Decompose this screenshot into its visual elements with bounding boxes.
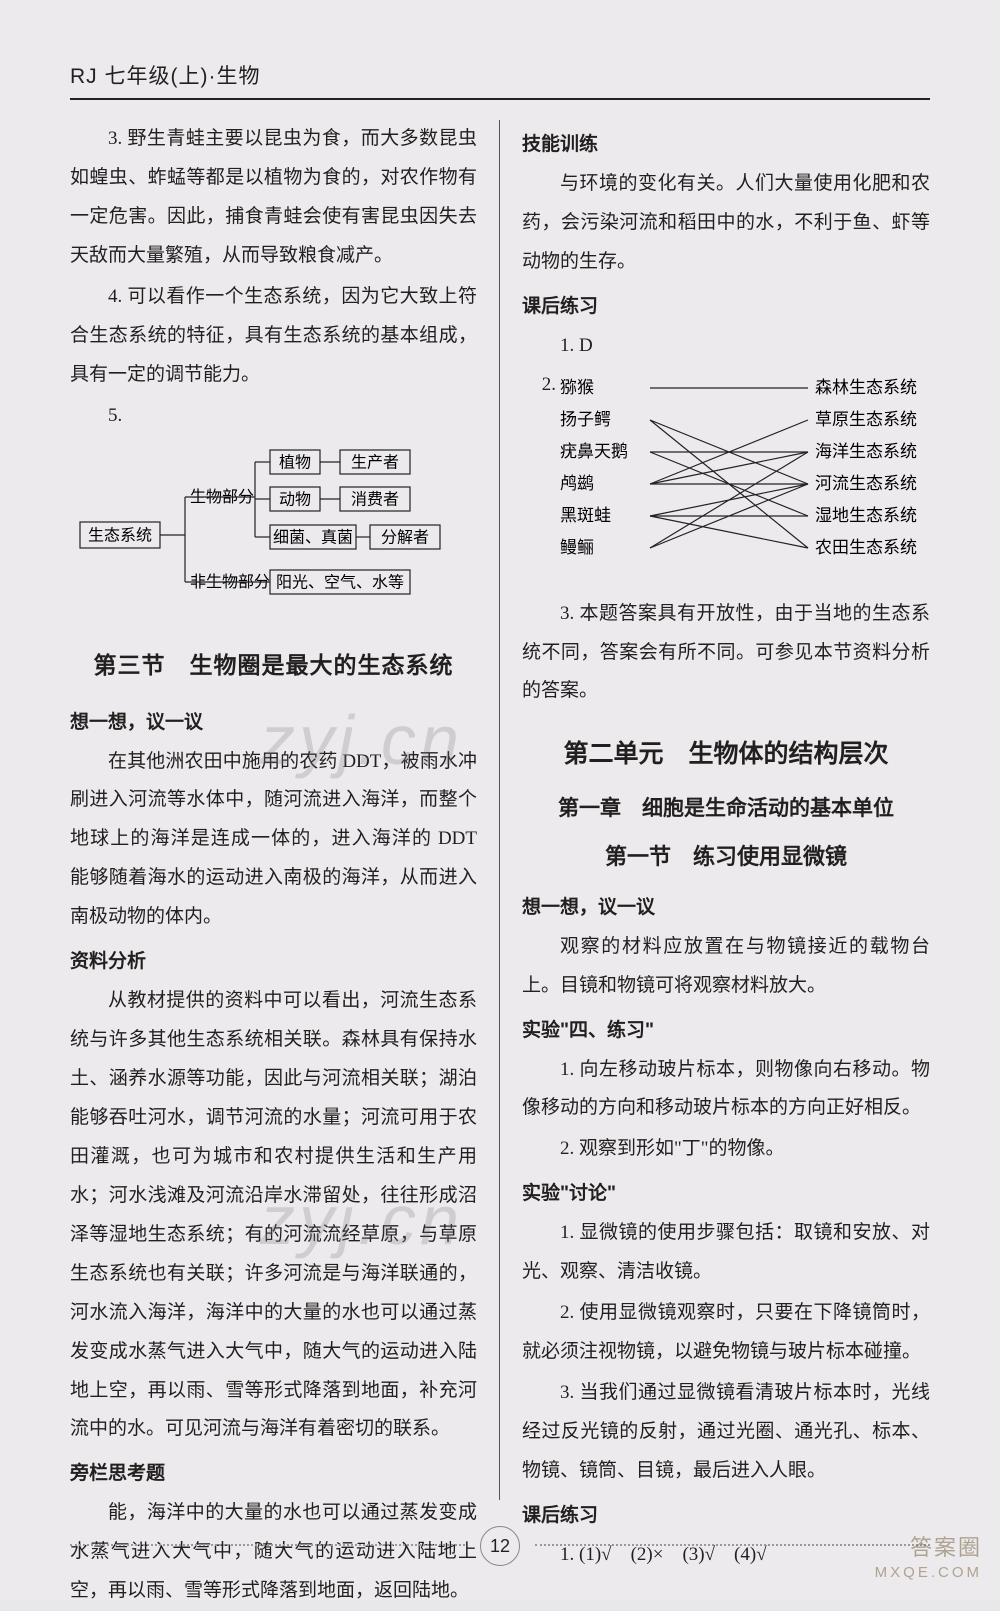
svg-text:草原生态系统: 草原生态系统 <box>815 410 917 429</box>
skill-label: 技能训练 <box>522 126 930 165</box>
think2-label: 想一想，议一议 <box>522 889 930 928</box>
after2-label: 课后练习 <box>522 1497 930 1536</box>
svg-text:动物: 动物 <box>279 490 311 508</box>
page-number: 12 <box>480 1526 520 1566</box>
svg-text:河流生态系统: 河流生态系统 <box>815 474 917 493</box>
after2-q1: 1. (1)√ (2)× (3)√ (4)√ <box>522 1536 930 1575</box>
matching-diagram: 猕猴扬子鳄疣鼻天鹅鸬鹚黑斑蛙鳗鲡 森林生态系统草原生态系统海洋生态系统河流生态系统… <box>560 372 930 587</box>
footer-dots-right <box>535 1544 930 1546</box>
svg-text:森林生态系统: 森林生态系统 <box>815 378 917 397</box>
svg-text:消费者: 消费者 <box>351 490 399 508</box>
exp4-p2: 2. 观察到形如"丁"的物像。 <box>522 1130 930 1169</box>
left-column: 3. 野生青蛙主要以昆虫为食，而大多数昆虫如蝗虫、蚱蜢等都是以植物为食的，对农作… <box>70 120 500 1500</box>
svg-text:黑斑蛙: 黑斑蛙 <box>560 506 611 525</box>
disc-p3: 3. 当我们通过显微镜看清玻片标本时，光线经过反光镜的反射，通过光圈、通光孔、标… <box>522 1374 930 1491</box>
svg-text:细菌、真菌: 细菌、真菌 <box>273 528 353 546</box>
footer-dots-left <box>70 1544 465 1546</box>
page-header: RJ 七年级(上)·生物 <box>70 60 930 100</box>
svg-text:疣鼻天鹅: 疣鼻天鹅 <box>560 442 628 461</box>
disc-label: 实验"讨论" <box>522 1175 930 1214</box>
svg-text:分解者: 分解者 <box>381 528 429 546</box>
after-label: 课后练习 <box>522 288 930 327</box>
unit2-title: 第二单元 生物体的结构层次 <box>522 729 930 780</box>
corner-stamp: 答案圈 MXQE.COM <box>875 1534 982 1582</box>
svg-text:生态系统: 生态系统 <box>88 526 152 544</box>
disc-p2: 2. 使用显微镜观察时，只要在下降镜筒时，就必须注视物镜，以避免物镜与玻片标本碰… <box>522 1294 930 1372</box>
svg-text:鳗鲡: 鳗鲡 <box>560 538 594 557</box>
think-label: 想一想，议一议 <box>70 704 477 743</box>
side-label: 旁栏思考题 <box>70 1455 477 1494</box>
svg-text:海洋生态系统: 海洋生态系统 <box>815 442 917 461</box>
l-p5-label: 5. <box>70 397 477 436</box>
q2-label: 2. <box>522 366 560 595</box>
corner-line1: 答案圈 <box>910 1535 982 1560</box>
exp4-label: 实验"四、练习" <box>522 1012 930 1051</box>
after-q3: 3. 本题答案具有开放性，由于当地的生态系统不同，答案会有所不同。可参见本节资料… <box>522 595 930 712</box>
svg-text:阳光、空气、水等: 阳光、空气、水等 <box>276 573 404 591</box>
svg-text:植物: 植物 <box>279 453 311 471</box>
section3-title: 第三节 生物圈是最大的生态系统 <box>70 642 477 689</box>
right-column: 技能训练 与环境的变化有关。人们大量使用化肥和农药，会污染河流和稻田中的水，不利… <box>500 120 930 1500</box>
svg-text:鸬鹚: 鸬鹚 <box>560 474 594 493</box>
l-p3: 3. 野生青蛙主要以昆虫为食，而大多数昆虫如蝗虫、蚱蜢等都是以植物为食的，对农作… <box>70 120 477 276</box>
exp4-p1: 1. 向左移动玻片标本，则物像向右移动。物像移动的方向和移动玻片标本的方向正好相… <box>522 1051 930 1129</box>
analysis-body: 从教材提供的资料中可以看出，河流生态系统与许多其他生态系统相关联。森林具有保持水… <box>70 982 477 1449</box>
svg-text:扬子鳄: 扬子鳄 <box>560 410 611 429</box>
disc-p1: 1. 显微镜的使用步骤包括：取镜和安放、对光、观察、清洁收镜。 <box>522 1214 930 1292</box>
corner-line2: MXQE.COM <box>875 1563 982 1583</box>
svg-text:湿地生态系统: 湿地生态系统 <box>815 506 917 525</box>
l-p4: 4. 可以看作一个生态系统，因为它大致上符合生态系统的特征，具有生态系统的基本组… <box>70 278 477 395</box>
content-columns: 3. 野生青蛙主要以昆虫为食，而大多数昆虫如蝗虫、蚱蜢等都是以植物为食的，对农作… <box>70 120 930 1500</box>
svg-text:生产者: 生产者 <box>351 453 399 471</box>
after-q1: 1. D <box>522 327 930 366</box>
q2-row: 2. 猕猴扬子鳄疣鼻天鹅鸬鹚黑斑蛙鳗鲡 森林生态系统草原生态系统海洋生态系统河流生… <box>522 366 930 595</box>
analysis-label: 资料分析 <box>70 943 477 982</box>
chapter1-title: 第一章 细胞是生命活动的基本单位 <box>522 787 930 830</box>
svg-text:猕猴: 猕猴 <box>560 378 594 397</box>
page: RJ 七年级(上)·生物 3. 野生青蛙主要以昆虫为食，而大多数昆虫如蝗虫、蚱蜢… <box>0 0 1000 1600</box>
ecosystem-tree-diagram: 生态系统生物部分植物生产者动物消费者细菌、真菌分解者非生物部分阳光、空气、水等 <box>70 442 477 627</box>
think2-body: 观察的材料应放置在与物镜接近的载物台上。目镜和物镜可将观察材料放大。 <box>522 928 930 1006</box>
svg-text:农田生态系统: 农田生态系统 <box>815 538 917 557</box>
think-body: 在其他洲农田中施用的农药 DDT，被雨水冲刷进入河流等水体中，随河流进入海洋，而… <box>70 743 477 938</box>
section1-title: 第一节 练习使用显微镜 <box>522 834 930 879</box>
side-body: 能，海洋中的大量的水也可以通过蒸发变成水蒸气进入大气中，随大气的运动进入陆地上空… <box>70 1494 477 1611</box>
skill-body: 与环境的变化有关。人们大量使用化肥和农药，会污染河流和稻田中的水，不利于鱼、虾等… <box>522 165 930 282</box>
